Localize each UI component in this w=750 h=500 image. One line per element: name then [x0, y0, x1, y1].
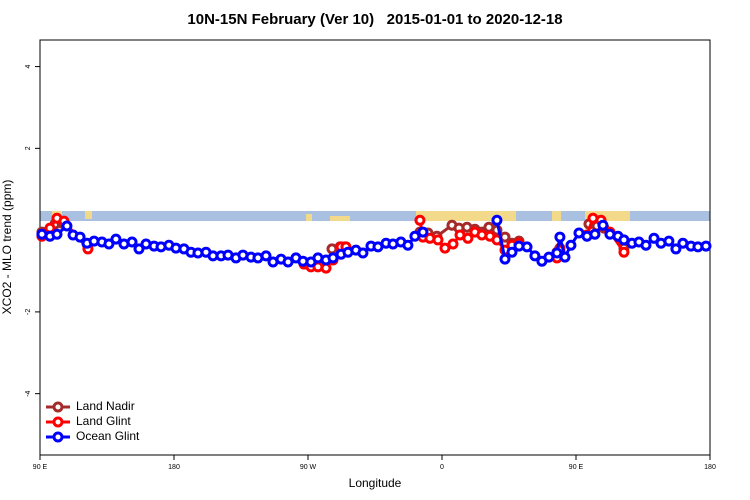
data-point	[554, 231, 566, 243]
chart-title: 10N-15N February (Ver 10) 2015-01-01 to …	[187, 11, 562, 28]
x-tick-label: 0	[440, 464, 444, 471]
data-point	[559, 251, 571, 263]
land-band	[85, 211, 92, 219]
data-point	[282, 256, 294, 268]
data-point	[543, 251, 555, 263]
land-ocean-band	[40, 211, 710, 221]
y-tick-label: -4	[25, 390, 32, 396]
land-band	[585, 211, 630, 221]
data-point	[51, 228, 63, 240]
data-point	[447, 238, 459, 250]
data-point	[103, 238, 115, 250]
data-point	[74, 231, 86, 243]
land-band	[330, 216, 350, 221]
y-tick-label: 2	[25, 146, 32, 150]
data-point	[521, 241, 533, 253]
ocean-band	[40, 211, 710, 221]
data-point	[565, 239, 577, 251]
data-point	[439, 242, 451, 254]
y-tick-label: -2	[25, 309, 32, 315]
legend-marker	[52, 431, 64, 443]
data-point	[402, 239, 414, 251]
legend-item: Ocean Glint	[46, 429, 140, 443]
data-point	[414, 214, 426, 226]
land-band	[552, 211, 561, 221]
data-point	[499, 253, 511, 265]
legend-item: Land Glint	[46, 414, 131, 428]
data-point	[700, 240, 712, 252]
x-tick-label: 180	[704, 464, 716, 471]
y-tick-label: 4	[25, 65, 32, 69]
data-point	[506, 246, 518, 258]
land-band	[416, 211, 516, 221]
x-axis-label: Longitude	[349, 476, 402, 490]
data-point	[551, 247, 563, 259]
data-point	[133, 243, 145, 255]
legend-marker	[52, 401, 64, 413]
data-point	[663, 235, 675, 247]
y-axis-label: XCO2 - MLO trend (ppm)	[0, 180, 14, 315]
x-tick-label: 180	[168, 464, 180, 471]
x-tick-label: 90 E	[33, 464, 48, 471]
data-point	[409, 230, 421, 242]
land-band	[306, 214, 312, 221]
data-point	[618, 246, 630, 258]
data-point	[640, 239, 652, 251]
x-tick-label: 90 W	[300, 464, 317, 471]
legend-marker	[52, 416, 64, 428]
data-point	[597, 219, 609, 231]
data-point	[432, 234, 444, 246]
x-tick-label: 90 E	[569, 464, 584, 471]
legend-item: Land Nadir	[46, 399, 135, 413]
data-point	[491, 214, 503, 226]
data-point	[670, 243, 682, 255]
data-point	[417, 226, 429, 238]
data-point	[110, 233, 122, 245]
data-point	[126, 236, 138, 248]
data-point	[529, 250, 541, 262]
data-point	[648, 232, 660, 244]
data-point	[589, 228, 601, 240]
data-point	[260, 250, 272, 262]
data-point	[61, 220, 73, 232]
legend-label: Land Glint	[76, 414, 131, 428]
legend-label: Ocean Glint	[76, 429, 140, 443]
legend-label: Land Nadir	[76, 399, 135, 413]
data-point	[357, 247, 369, 259]
data-point	[462, 232, 474, 244]
